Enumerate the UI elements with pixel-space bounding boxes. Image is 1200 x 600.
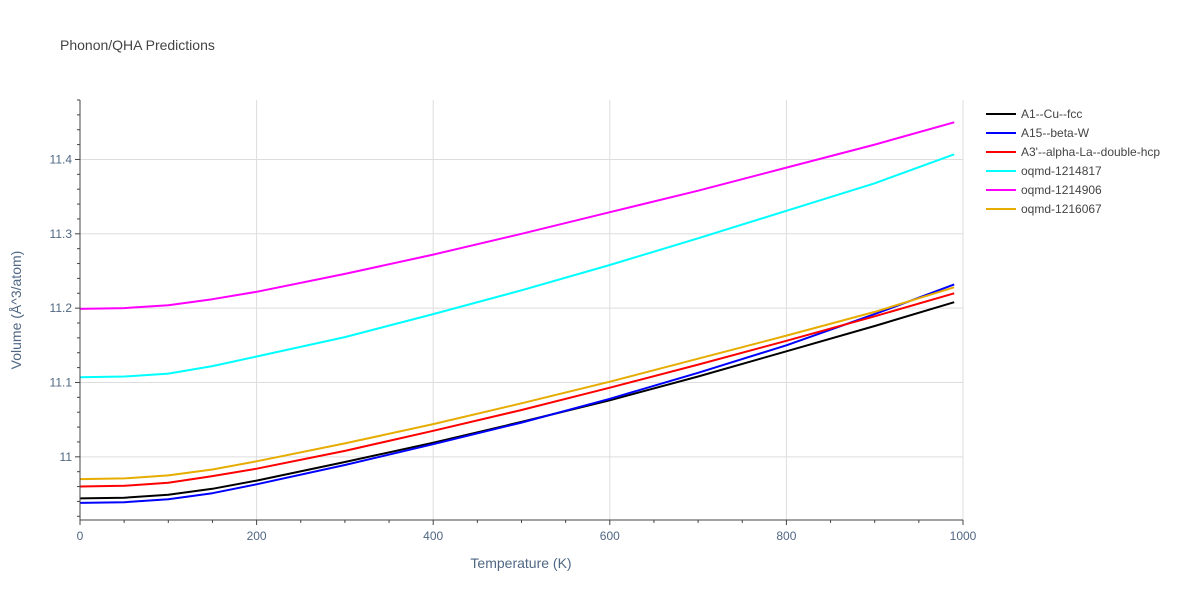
x-tick-label: 400 [423,529,443,543]
legend-item[interactable]: A1--Cu--fcc [986,107,1082,121]
grid-lines [80,100,964,520]
legend-label: oqmd-1216067 [1021,202,1102,216]
legend-item[interactable]: oqmd-1214906 [986,183,1102,197]
x-tick-label: 200 [247,529,267,543]
x-tick-label: 800 [776,529,796,543]
x-tick-label: 600 [600,529,620,543]
y-tick-label: 11.3 [50,227,73,241]
legend-label: oqmd-1214906 [1021,183,1102,197]
series-line-2 [79,283,955,504]
series-line-5 [79,121,955,310]
legend[interactable]: A1--Cu--fcc A15--beta-W A3'--alpha-La--dou… [986,107,1160,216]
legend-item[interactable]: oqmd-1214817 [986,164,1102,178]
x-axis-title: Temperature (K) [470,555,571,571]
series-layer [79,121,955,504]
y-tick-label: 11 [60,450,73,464]
legend-label: oqmd-1214817 [1021,164,1102,178]
y-tick-label: 11.1 [50,375,73,389]
series-line-3 [79,292,955,488]
legend-label: A15--beta-W [1021,126,1090,140]
y-tick-label: 11.4 [50,152,73,166]
legend-item[interactable]: A3'--alpha-La--double-hcp [986,145,1160,159]
legend-label: A1--Cu--fcc [1021,107,1082,121]
x-ticks: 0 200 400 600 800 1000 [77,520,977,543]
series-line-6 [79,286,955,481]
y-ticks: 11 11.1 11.2 11.3 11.4 [50,99,80,517]
x-tick-label: 1000 [950,529,977,543]
series-line-4 [79,153,955,379]
legend-label: A3'--alpha-La--double-hcp [1021,145,1160,159]
y-axis-title: Volume (Å^3/atom) [8,251,24,370]
x-tick-label: 0 [77,529,84,543]
y-tick-label: 11.2 [50,301,73,315]
legend-item[interactable]: oqmd-1216067 [986,202,1102,216]
chart-title: Phonon/QHA Predictions [60,37,215,53]
series-line-1 [79,301,955,500]
legend-item[interactable]: A15--beta-W [986,126,1090,140]
